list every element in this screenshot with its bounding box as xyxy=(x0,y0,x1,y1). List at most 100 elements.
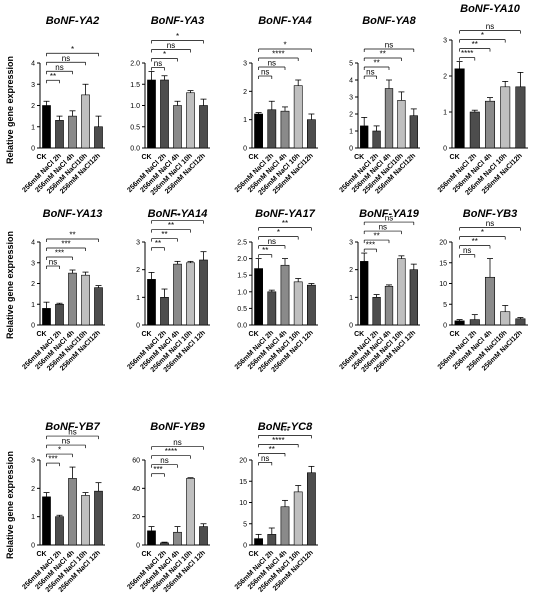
y-tick-label: 0 xyxy=(136,323,140,330)
bar-0 xyxy=(360,125,369,149)
y-tick-label: 0 xyxy=(243,146,247,153)
y-tick-label: 0 xyxy=(443,146,447,153)
y-tick-label: 20 xyxy=(132,514,140,521)
bar-1 xyxy=(267,291,277,326)
significance-label: **** xyxy=(165,447,177,456)
y-tick-label: 10 xyxy=(239,500,247,507)
bar-3 xyxy=(186,478,195,546)
significance-label: ** xyxy=(262,246,268,255)
bar-2 xyxy=(280,110,290,149)
y-tick-label: 1.5 xyxy=(237,273,247,280)
y-tick-label: 1 xyxy=(136,295,140,302)
y-tick-label: 2 xyxy=(443,74,447,81)
y-tick-label: 0.0 xyxy=(237,323,247,330)
significance-label: ns xyxy=(173,438,181,447)
y-tick-label: 2 xyxy=(349,112,353,119)
panel-title: BoNF-YA14 xyxy=(148,208,208,220)
bar-2 xyxy=(173,531,182,546)
bar-3 xyxy=(397,100,406,149)
y-tick-label: 0 xyxy=(136,543,140,550)
significance-label: ** xyxy=(373,59,379,68)
significance-label: ** xyxy=(161,230,167,239)
significance-label: ** xyxy=(155,239,161,248)
bar-2 xyxy=(484,276,496,326)
bar-0 xyxy=(147,279,156,326)
significance-label: ns xyxy=(261,68,269,77)
bar-2 xyxy=(280,264,290,326)
significance-label: * xyxy=(176,32,179,41)
y-tick-label: 1.0 xyxy=(130,103,140,110)
y-tick-label: 1 xyxy=(349,295,353,302)
bar-3 xyxy=(186,262,195,326)
bar-0 xyxy=(360,261,369,326)
panel-title: BoNF-YA13 xyxy=(43,208,103,220)
y-tick-label: 2.0 xyxy=(130,61,140,68)
significance-label: ** xyxy=(50,72,56,81)
bar-3 xyxy=(186,92,195,149)
y-tick-label: 20 xyxy=(239,458,247,465)
panel-title: BoNF-YA8 xyxy=(362,15,416,27)
y-tick-label: 4 xyxy=(349,78,353,85)
bar-1 xyxy=(160,297,169,326)
bar-4 xyxy=(307,472,316,546)
y-tick-label: 5 xyxy=(349,61,353,68)
category-label: CK xyxy=(36,331,46,338)
category-label: CK xyxy=(249,331,259,338)
bar-2 xyxy=(68,272,77,326)
panel-title: BoNF-YB3 xyxy=(463,208,517,220)
y-tick-label: 2 xyxy=(243,89,247,96)
bar-3 xyxy=(293,491,303,546)
y-axis-label-row-3: Relative gene expression xyxy=(5,451,15,559)
bar-0 xyxy=(254,538,263,546)
significance-label: * xyxy=(283,41,286,50)
category-label: CK xyxy=(354,331,364,338)
bar-1 xyxy=(372,297,381,326)
bar-2 xyxy=(68,115,77,149)
y-tick-label: 3 xyxy=(349,95,353,102)
y-tick-label: 2 xyxy=(31,486,35,493)
significance-label: *** xyxy=(55,249,64,258)
category-label: CK xyxy=(141,154,151,161)
y-tick-label: 0 xyxy=(443,323,447,330)
bar-4 xyxy=(94,126,103,149)
bar-1 xyxy=(267,109,277,149)
y-tick-label: 0.5 xyxy=(130,124,140,131)
y-tick-label: 0.5 xyxy=(237,306,247,313)
y-tick-label: 4 xyxy=(31,240,35,247)
bar-0 xyxy=(454,68,465,149)
significance-label: * xyxy=(481,228,484,237)
y-tick-label: 15 xyxy=(239,479,247,486)
significance-label: ns xyxy=(62,54,70,63)
category-label: CK xyxy=(249,154,259,161)
significance-label: ** xyxy=(380,50,386,59)
y-tick-label: 0 xyxy=(349,323,353,330)
significance-label: * xyxy=(58,446,61,455)
category-label: CK xyxy=(450,154,460,161)
bar-1 xyxy=(469,111,480,149)
y-tick-label: 40 xyxy=(132,486,140,493)
y-tick-label: 1 xyxy=(443,110,447,117)
y-tick-label: 0 xyxy=(243,543,247,550)
significance-label: ** xyxy=(472,237,478,246)
bar-4 xyxy=(199,259,208,326)
bar-0 xyxy=(454,320,465,326)
panel-title: BoNF-YB9 xyxy=(150,421,205,433)
y-tick-label: 2 xyxy=(31,103,35,110)
significance-label: ns xyxy=(154,59,162,68)
y-tick-label: 5 xyxy=(243,521,247,528)
bar-1 xyxy=(372,130,381,149)
significance-label: ns xyxy=(463,246,471,255)
y-tick-label: 20 xyxy=(439,240,447,247)
panel-title: BoNF-YC8 xyxy=(258,421,313,433)
y-tick-label: 2 xyxy=(31,281,35,288)
bar-4 xyxy=(409,115,418,149)
y-tick-label: 2 xyxy=(136,267,140,274)
significance-label: ** xyxy=(168,221,174,230)
bar-1 xyxy=(267,534,277,546)
